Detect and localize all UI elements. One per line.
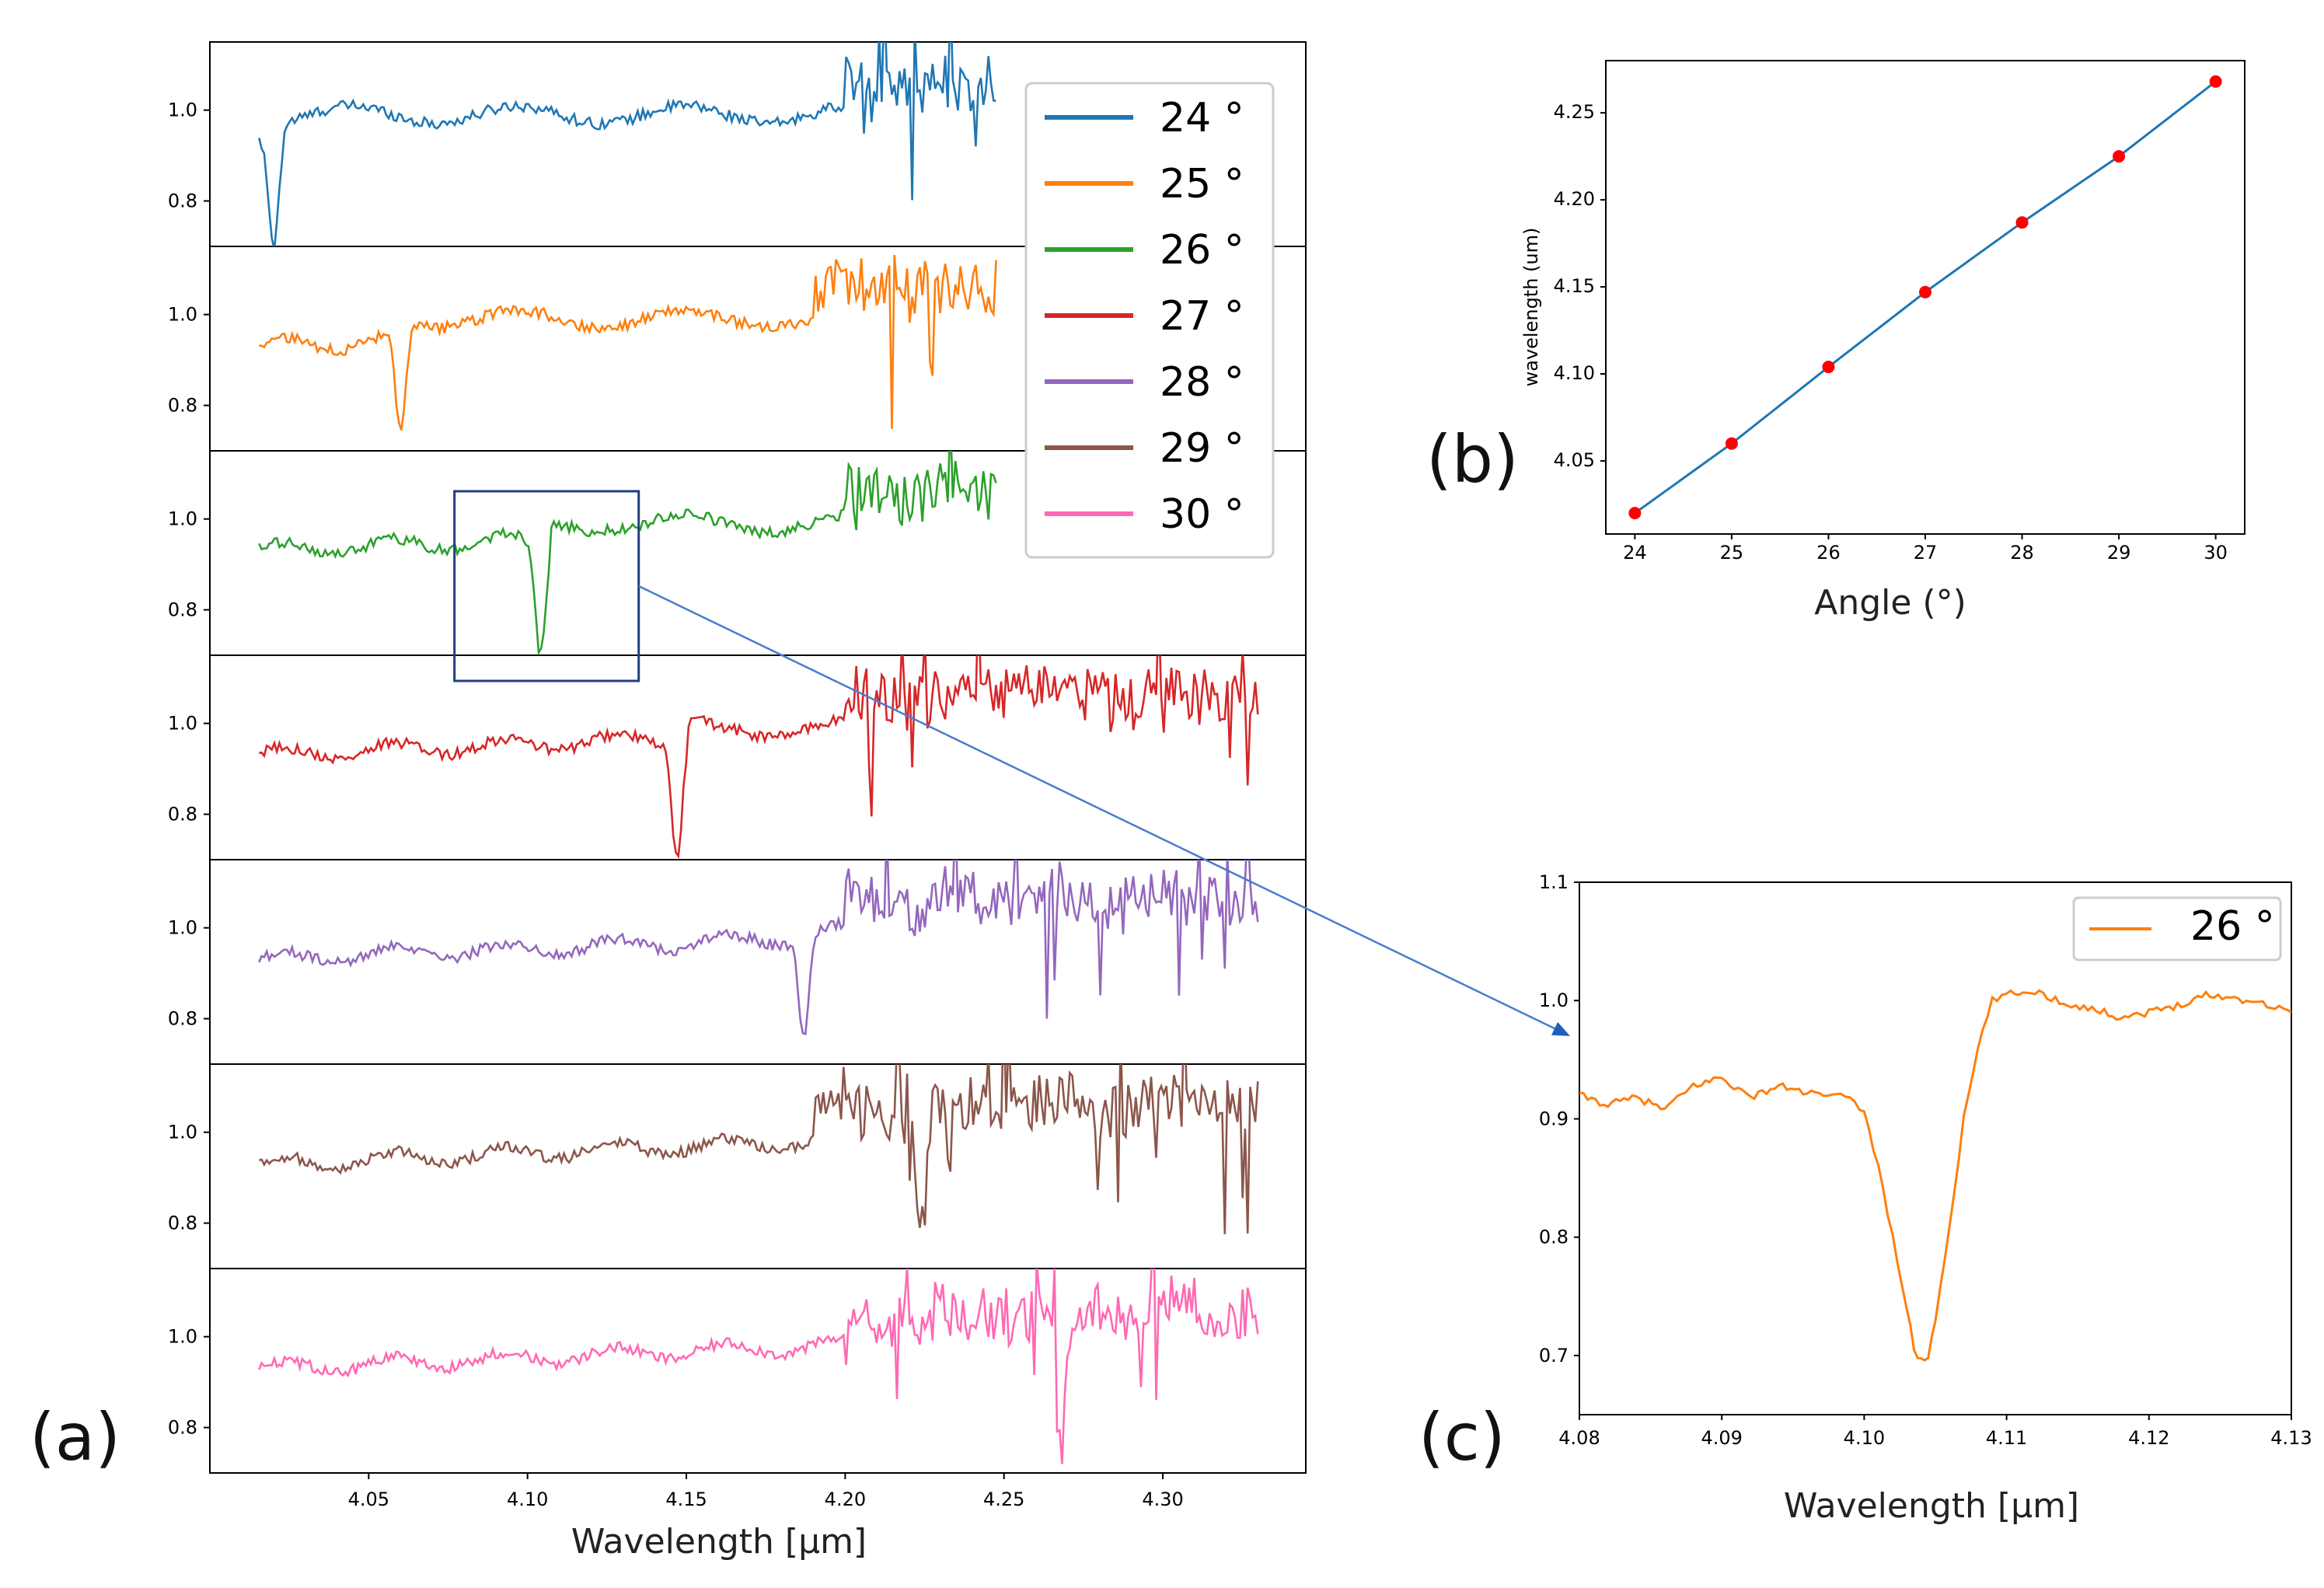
chart-c-ytick-label: 0.9	[1539, 1108, 1569, 1129]
chart-c-xtick-label: 4.10	[1844, 1427, 1885, 1449]
chart-b-ytick-label: 4.05	[1554, 449, 1595, 471]
chart-a-stacked-spectra: 0.8 1.0 0.8 1.0 0.8 1.0 0.8 1.0 0.8 1.0 0.8 1.0 0.8 1…	[168, 41, 1307, 1510]
chart-a-ytick-label: 1.0	[168, 917, 197, 939]
chart-a-legend-label: 24 °	[1160, 95, 1244, 141]
chart-c-zoom-26deg: 4.08 4.09 4.10 4.11 4.12 4.13 0.7 0.8 0.9 1.0 1.1 2…	[1539, 871, 2312, 1449]
chart-a-series-line	[259, 254, 997, 431]
chart-a-xtick-label: 4.10	[507, 1489, 548, 1510]
chart-c-ytick-label: 0.8	[1539, 1227, 1569, 1248]
chart-b-xtick-label: 24	[1623, 542, 1647, 564]
chart-b-point	[2209, 75, 2222, 88]
chart-a-series-line	[258, 1064, 1259, 1234]
chart-b-point	[2113, 150, 2126, 163]
chart-a-ytick-label: 0.8	[168, 1417, 197, 1439]
chart-a-ytick-label: 0.8	[168, 190, 197, 212]
chart-a-ytick-label: 1.0	[168, 304, 197, 326]
chart-b-ylabel: wavelength (um)	[1520, 228, 1542, 387]
chart-c-xtick-label: 4.12	[2128, 1427, 2169, 1449]
chart-c-frame	[1579, 881, 2292, 1415]
chart-a-legend-label: 27 °	[1160, 293, 1244, 340]
chart-a-legend	[1024, 82, 1275, 559]
chart-a-ytick-label: 0.8	[168, 395, 197, 417]
chart-c-legend	[2072, 896, 2282, 962]
chart-b-xtick-label: 25	[1720, 542, 1744, 564]
chart-a-ytick-label: 0.8	[168, 1008, 197, 1030]
chart-b-point	[1919, 285, 1931, 298]
chart-a-xlabel: Wavelength [μm]	[571, 1522, 867, 1562]
zoom-connector-arrowhead	[1551, 1021, 1570, 1036]
chart-a-series-line	[258, 860, 1259, 1036]
chart-b-xtick-label: 27	[1914, 542, 1938, 564]
chart-a-ytick-label: 0.8	[168, 599, 197, 621]
chart-c-xtick-label: 4.11	[1986, 1427, 2027, 1449]
chart-a-ytick-label: 1.0	[168, 1326, 197, 1348]
chart-a-series-line	[258, 1269, 1259, 1464]
chart-a-ytick-label: 0.8	[168, 1213, 197, 1234]
chart-c-xtick-label: 4.13	[2270, 1427, 2312, 1449]
chart-b-point	[1628, 507, 1642, 520]
chart-a-xtick-label: 4.05	[348, 1489, 389, 1510]
chart-b-xlabel: Angle (°)	[1814, 583, 1966, 623]
chart-a-xtick-label: 4.25	[983, 1489, 1024, 1510]
chart-c-ytick-label: 0.7	[1539, 1345, 1569, 1366]
chart-a-frame	[209, 41, 1307, 1474]
chart-a-series-line	[259, 655, 1259, 860]
chart-a-ytick-label: 1.0	[168, 99, 197, 121]
chart-b-point	[2015, 216, 2029, 229]
chart-c-ytick-label: 1.0	[1539, 989, 1569, 1011]
chart-b-xtick-label: 28	[2010, 542, 2034, 564]
chart-c-xtick-label: 4.09	[1701, 1427, 1742, 1449]
chart-b-ytick-label: 4.10	[1554, 362, 1595, 384]
chart-a-xtick-label: 4.30	[1142, 1489, 1183, 1510]
chart-b-xtick-label: 26	[1816, 542, 1841, 564]
chart-a-legend-label: 26 °	[1160, 227, 1244, 274]
chart-b-xtick-label: 30	[2204, 542, 2228, 564]
chart-b-point	[1725, 437, 1738, 450]
chart-c-legend-label: 26 °	[2190, 903, 2275, 950]
chart-a-legend-label: 28 °	[1160, 359, 1244, 406]
chart-b-point	[1822, 361, 1835, 374]
chart-b-ytick-label: 4.15	[1554, 275, 1595, 297]
panel-c-label: (c)	[1418, 1399, 1506, 1475]
chart-a-ytick-label: 1.0	[168, 508, 197, 530]
panel-a-label: (a)	[30, 1399, 120, 1475]
chart-a-legend-label: 30 °	[1160, 491, 1244, 538]
chart-b-angle-vs-wavelength: 24 25 26 27 28 29 30 4.05 4.10 4.15 4.20 4.25	[1554, 60, 2245, 564]
chart-a-ytick-label: 1.0	[168, 713, 197, 735]
chart-a-legend-label: 25 °	[1160, 161, 1244, 208]
zoom-connector-line	[638, 585, 1565, 1035]
chart-a-xtick-label: 4.20	[825, 1489, 866, 1510]
chart-b-xtick-label: 29	[2107, 542, 2131, 564]
chart-c-series-line	[1579, 989, 2292, 1362]
chart-b-ytick-label: 4.25	[1554, 101, 1595, 123]
chart-a-series-line	[258, 42, 996, 246]
zoom-connector-arrow	[638, 585, 1570, 1036]
chart-b-ytick-label: 4.20	[1554, 188, 1595, 210]
panel-b-label: (b)	[1426, 421, 1519, 497]
chart-c-ytick-label: 1.1	[1539, 871, 1569, 893]
chart-a-ytick-label: 0.8	[168, 804, 197, 825]
chart-a-series-line	[258, 451, 997, 655]
chart-a-legend-label: 29 °	[1160, 425, 1244, 472]
chart-a-xtick-label: 4.15	[665, 1489, 707, 1510]
chart-c-xlabel: Wavelength [μm]	[1784, 1486, 2079, 1526]
chart-c-xtick-label: 4.08	[1558, 1427, 1600, 1449]
chart-a-ytick-label: 1.0	[168, 1122, 197, 1143]
